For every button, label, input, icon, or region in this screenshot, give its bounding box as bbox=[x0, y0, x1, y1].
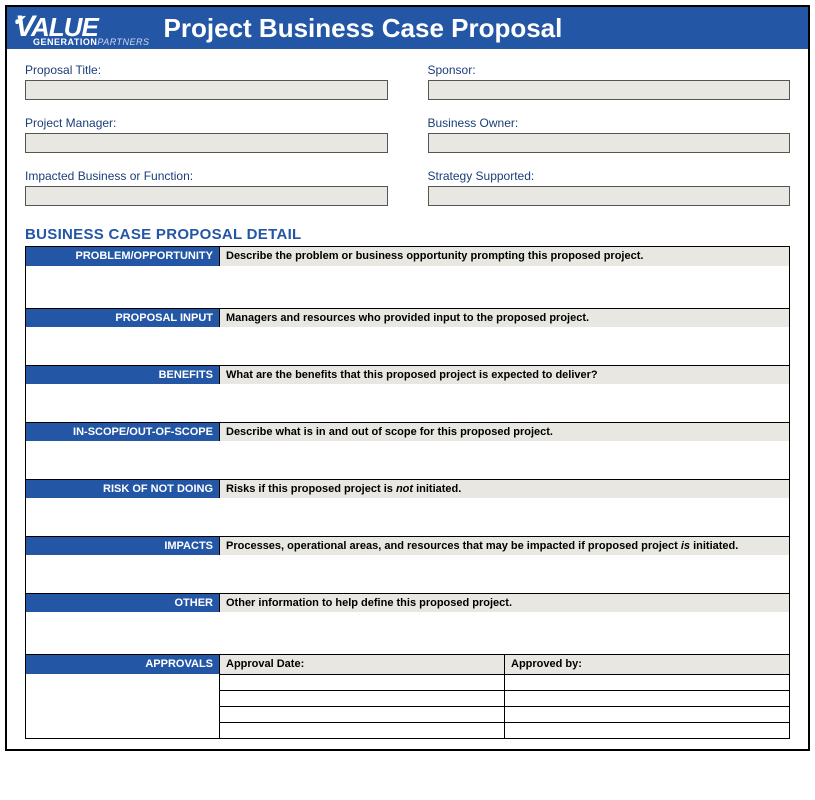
desc-italic: is bbox=[681, 540, 690, 552]
logo: V ALUE GENERATIONPARTNERS bbox=[15, 10, 150, 47]
approval-by-cell[interactable] bbox=[505, 723, 789, 738]
field-business-owner: Business Owner: bbox=[428, 116, 791, 153]
desc-prefix: Risks if this proposed project is bbox=[226, 483, 396, 495]
row-body-benefits[interactable] bbox=[26, 384, 789, 422]
approval-row[interactable] bbox=[220, 722, 789, 738]
approval-date-cell[interactable] bbox=[220, 691, 505, 706]
approvals-left-blank bbox=[26, 674, 220, 738]
approval-row[interactable] bbox=[220, 674, 789, 690]
approval-date-cell[interactable] bbox=[220, 675, 505, 690]
approval-by-cell[interactable] bbox=[505, 675, 789, 690]
row-proposal-input: PROPOSAL INPUT Managers and resources wh… bbox=[26, 308, 789, 327]
row-desc: Describe the problem or business opportu… bbox=[220, 247, 789, 266]
detail-table: PROBLEM/OPPORTUNITY Describe the problem… bbox=[25, 246, 790, 739]
approvals-header-row: APPROVALS Approval Date: Approved by: bbox=[26, 654, 789, 674]
desc-italic: not bbox=[396, 483, 413, 495]
field-impacted-business: Impacted Business or Function: bbox=[25, 169, 388, 206]
field-project-manager: Project Manager: bbox=[25, 116, 388, 153]
input-strategy-supported[interactable] bbox=[428, 186, 791, 206]
input-impacted-business[interactable] bbox=[25, 186, 388, 206]
row-impacts: IMPACTS Processes, operational areas, an… bbox=[26, 536, 789, 555]
row-desc: What are the benefits that this proposed… bbox=[220, 366, 789, 384]
row-problem-opportunity: PROBLEM/OPPORTUNITY Describe the problem… bbox=[26, 247, 789, 266]
approvals-rows bbox=[220, 674, 789, 738]
row-label: IN-SCOPE/OUT-OF-SCOPE bbox=[26, 423, 220, 441]
approvals-col-by: Approved by: bbox=[505, 655, 789, 674]
approvals-label: APPROVALS bbox=[26, 655, 220, 674]
row-label: IMPACTS bbox=[26, 537, 220, 555]
desc-prefix: Processes, operational areas, and resour… bbox=[226, 540, 681, 552]
logo-sub-generation: GENERATION bbox=[33, 37, 97, 47]
logo-sub-partners: PARTNERS bbox=[97, 37, 149, 47]
row-body-proposal-input[interactable] bbox=[26, 327, 789, 365]
row-body-problem[interactable] bbox=[26, 266, 789, 308]
form-body: Proposal Title: Sponsor: Project Manager… bbox=[7, 49, 808, 749]
row-label: PROBLEM/OPPORTUNITY bbox=[26, 247, 220, 266]
approval-by-cell[interactable] bbox=[505, 691, 789, 706]
input-sponsor[interactable] bbox=[428, 80, 791, 100]
desc-suffix: initiated. bbox=[690, 540, 738, 552]
page-title: Project Business Case Proposal bbox=[164, 13, 563, 44]
logo-text-column: ALUE GENERATIONPARTNERS bbox=[31, 12, 150, 47]
field-proposal-title: Proposal Title: bbox=[25, 63, 388, 100]
row-label: OTHER bbox=[26, 594, 220, 612]
row-desc: Processes, operational areas, and resour… bbox=[220, 537, 789, 555]
label-sponsor: Sponsor: bbox=[428, 63, 791, 77]
label-business-owner: Business Owner: bbox=[428, 116, 791, 130]
row-desc: Describe what is in and out of scope for… bbox=[220, 423, 789, 441]
row-body-other[interactable] bbox=[26, 612, 789, 654]
logo-subtitle: GENERATIONPARTNERS bbox=[33, 37, 150, 47]
label-impacted-business: Impacted Business or Function: bbox=[25, 169, 388, 183]
row-desc: Other information to help define this pr… bbox=[220, 594, 789, 612]
row-label: RISK OF NOT DOING bbox=[26, 480, 220, 498]
row-body-risk[interactable] bbox=[26, 498, 789, 536]
input-business-owner[interactable] bbox=[428, 133, 791, 153]
label-proposal-title: Proposal Title: bbox=[25, 63, 388, 77]
approval-date-cell[interactable] bbox=[220, 707, 505, 722]
row-body-impacts[interactable] bbox=[26, 555, 789, 593]
header-bar: V ALUE GENERATIONPARTNERS Project Busine… bbox=[7, 7, 808, 49]
approval-row[interactable] bbox=[220, 690, 789, 706]
approval-row[interactable] bbox=[220, 706, 789, 722]
row-benefits: BENEFITS What are the benefits that this… bbox=[26, 365, 789, 384]
row-desc: Risks if this proposed project is not in… bbox=[220, 480, 789, 498]
approvals-col-date: Approval Date: bbox=[220, 655, 505, 674]
input-project-manager[interactable] bbox=[25, 133, 388, 153]
input-proposal-title[interactable] bbox=[25, 80, 388, 100]
detail-section-title: BUSINESS CASE PROPOSAL DETAIL bbox=[25, 226, 790, 243]
approvals-header: Approval Date: Approved by: bbox=[220, 655, 789, 674]
approval-date-cell[interactable] bbox=[220, 723, 505, 738]
row-body-scope[interactable] bbox=[26, 441, 789, 479]
logo-v-icon: V bbox=[15, 10, 35, 44]
top-fields-grid: Proposal Title: Sponsor: Project Manager… bbox=[25, 63, 790, 206]
row-other: OTHER Other information to help define t… bbox=[26, 593, 789, 612]
row-scope: IN-SCOPE/OUT-OF-SCOPE Describe what is i… bbox=[26, 422, 789, 441]
desc-suffix: initiated. bbox=[413, 483, 461, 495]
form-page: V ALUE GENERATIONPARTNERS Project Busine… bbox=[5, 5, 810, 751]
row-risk: RISK OF NOT DOING Risks if this proposed… bbox=[26, 479, 789, 498]
approval-by-cell[interactable] bbox=[505, 707, 789, 722]
field-sponsor: Sponsor: bbox=[428, 63, 791, 100]
row-label: PROPOSAL INPUT bbox=[26, 309, 220, 327]
field-strategy-supported: Strategy Supported: bbox=[428, 169, 791, 206]
approvals-grid bbox=[26, 674, 789, 738]
row-label: BENEFITS bbox=[26, 366, 220, 384]
label-project-manager: Project Manager: bbox=[25, 116, 388, 130]
label-strategy-supported: Strategy Supported: bbox=[428, 169, 791, 183]
row-desc: Managers and resources who provided inpu… bbox=[220, 309, 789, 327]
